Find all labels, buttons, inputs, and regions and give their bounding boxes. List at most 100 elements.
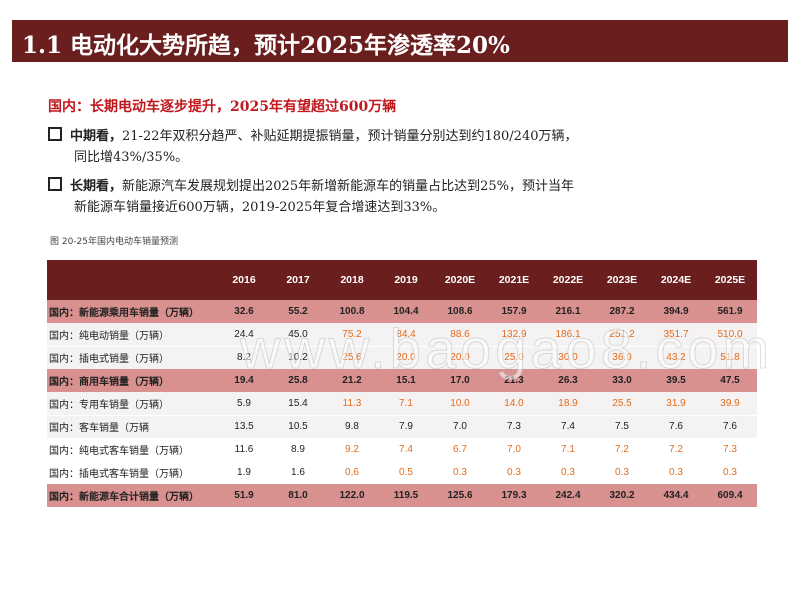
header-cell: 2019 — [394, 274, 418, 286]
table-cell: 7.4 — [541, 414, 595, 438]
table-cell: 20.0 — [379, 345, 433, 369]
table-cell: 0.3 — [507, 467, 521, 478]
table-cell: 30.0 — [541, 345, 595, 369]
table-row: 国内：插电式客车销量（万辆） 1.9 1.6 0.6 0.5 0.3 0.3 0… — [47, 461, 757, 484]
table-cell: 7.3 — [723, 444, 737, 455]
header-cell: 2020E — [444, 274, 476, 286]
row-label: 国内：专用车销量（万辆） — [49, 399, 169, 411]
subheading: 国内：长期电动车逐步提升，2025年有望超过600万辆 — [48, 99, 397, 115]
header-cell: 2021E — [498, 274, 530, 286]
table-cell: 104.4 — [393, 306, 419, 317]
table-cell: 510.0 — [717, 328, 743, 340]
table-cell: 19.4 — [234, 375, 254, 386]
table-cell: 6.7 — [453, 444, 467, 455]
table-cell: 7.3 — [487, 414, 541, 438]
table-cell: 242.4 — [555, 490, 581, 501]
table-cell: 7.9 — [379, 414, 433, 438]
watermark: www.baogao8.com — [239, 317, 774, 381]
table-cell: 0.6 — [345, 467, 359, 478]
header-cell: 2024E — [660, 274, 692, 286]
table-cell: 7.2 — [615, 444, 629, 455]
table-cell: 351.7 — [663, 328, 689, 340]
table-cell: 15.1 — [396, 375, 416, 386]
sales-forecast-table: 2016 2017 2018 2019 2020E 2021E 2022E 20… — [47, 260, 757, 507]
bullet-lead: 长期看， — [70, 179, 123, 194]
row-label: 国内：新能源车合计销量（万辆） — [49, 492, 199, 503]
header-cell: 2016 — [232, 274, 256, 286]
header-cell: 2025E — [714, 274, 746, 286]
table-cell: 122.0 — [339, 490, 365, 501]
table-cell: 51.8 — [703, 345, 757, 369]
table-cell: 10.0 — [450, 397, 470, 409]
table-cell: 84.4 — [396, 328, 416, 340]
table-cell: 9.2 — [345, 444, 359, 455]
table-cell: 75.2 — [342, 328, 362, 340]
table-cell: 43.2 — [649, 345, 703, 369]
table-cell: 5.9 — [237, 397, 251, 409]
table-cell: 179.3 — [501, 490, 527, 501]
header-cell: 2022E — [552, 274, 584, 286]
table-cell: 7.1 — [561, 444, 575, 455]
table-cell: 7.2 — [669, 444, 683, 455]
table-cell: 25.0 — [487, 345, 541, 369]
table-cell: 434.4 — [663, 490, 689, 501]
table-cell: 186.1 — [555, 328, 581, 340]
table-cell: 0.3 — [561, 467, 575, 478]
table-row: 国内：纯电式客车销量（万辆） 11.6 8.9 9.2 7.4 6.7 7.0 … — [47, 438, 757, 461]
table-cell: 13.5 — [217, 414, 271, 438]
table-cell: 39.5 — [666, 375, 686, 386]
header-cell: 2017 — [286, 274, 310, 286]
table-cell: 9.8 — [325, 414, 379, 438]
table-header-row: 2016 2017 2018 2019 2020E 2021E 2022E 20… — [47, 260, 757, 300]
table-cell: 0.3 — [453, 467, 467, 478]
table-cell: 36.0 — [595, 345, 649, 369]
table-cell: 0.3 — [615, 467, 629, 478]
table-cell: 25.5 — [612, 397, 632, 409]
table-cell: 26.3 — [558, 375, 578, 386]
table-cell: 81.0 — [288, 490, 308, 501]
bullet-long-term: 长期看，新能源汽车发展规划提出2025年新增新能源车的销量占比达到25%，预计当… — [48, 176, 768, 218]
table-cell: 47.5 — [720, 375, 740, 386]
table-cell: 119.5 — [393, 490, 419, 501]
table-cell: 216.1 — [555, 306, 581, 317]
table-cell: 1.9 — [237, 467, 251, 478]
row-label: 国内：插电式客车销量（万辆） — [49, 469, 189, 480]
table-cell: 8.9 — [291, 444, 305, 455]
table-cell: 561.9 — [717, 306, 743, 317]
table-cell: 51.9 — [234, 490, 254, 501]
table-cell: 15.4 — [288, 397, 308, 409]
table-row: 国内：专用车销量（万辆） 5.9 15.4 11.3 7.1 10.0 14.0… — [47, 392, 757, 415]
bullet-text-cont: 同比增43%/35%。 — [74, 150, 189, 165]
bullet-text: 新能源汽车发展规划提出2025年新增新能源车的销量占比达到25%，预计当年 — [122, 179, 574, 194]
row-label: 国内：纯电动销量（万辆） — [49, 330, 169, 342]
table-cell: 17.0 — [450, 375, 470, 386]
row-label: 国内：商用车销量（万辆） — [49, 377, 169, 388]
table-cell: 394.9 — [663, 306, 689, 317]
table-cell: 32.6 — [234, 306, 254, 317]
checkbox-bullet-icon — [48, 127, 62, 141]
header-cell: 2018 — [340, 274, 364, 286]
table-cell: 8.2 — [217, 345, 271, 369]
table-cell: 0.3 — [669, 467, 683, 478]
table-cell: 11.3 — [342, 397, 362, 409]
table-cell: 10.2 — [271, 345, 325, 369]
table-cell: 10.5 — [271, 414, 325, 438]
title-bar: 1.1 电动化大势所趋，预计2025年渗透率20% — [12, 20, 788, 62]
bullet-mid-term: 中期看，21-22年双积分趋严、补贴延期提振销量，预计销量分别达到约180/24… — [48, 126, 768, 168]
table-cell: 88.6 — [450, 328, 470, 340]
table-cell: 45.0 — [288, 328, 308, 340]
row-label: 国内：纯电式客车销量（万辆） — [49, 446, 189, 457]
table-cell: 609.4 — [717, 490, 743, 501]
table-cell: 21.3 — [504, 375, 524, 386]
table-cell: 21.2 — [342, 375, 362, 386]
header-cell: 2023E — [606, 274, 638, 286]
table-row: 国内：客车销量（万辆 13.5 10.5 9.8 7.9 7.0 7.3 7.4… — [47, 414, 757, 438]
table-cell: 20.0 — [433, 345, 487, 369]
table-row: 国内：新能源乘用车销量（万辆） 32.6 55.2 100.8 104.4 10… — [47, 300, 757, 323]
table-cell: 320.2 — [609, 490, 635, 501]
figure-caption: 图 20-25年国内电动车销量预测 — [50, 237, 179, 247]
table-cell: 132.9 — [501, 328, 527, 340]
table-cell: 7.0 — [433, 414, 487, 438]
bullet-text-cont: 新能源车销量接近600万辆，2019-2025年复合增速达到33%。 — [74, 200, 446, 215]
row-label: 国内：插电式销量（万辆） — [47, 345, 217, 369]
